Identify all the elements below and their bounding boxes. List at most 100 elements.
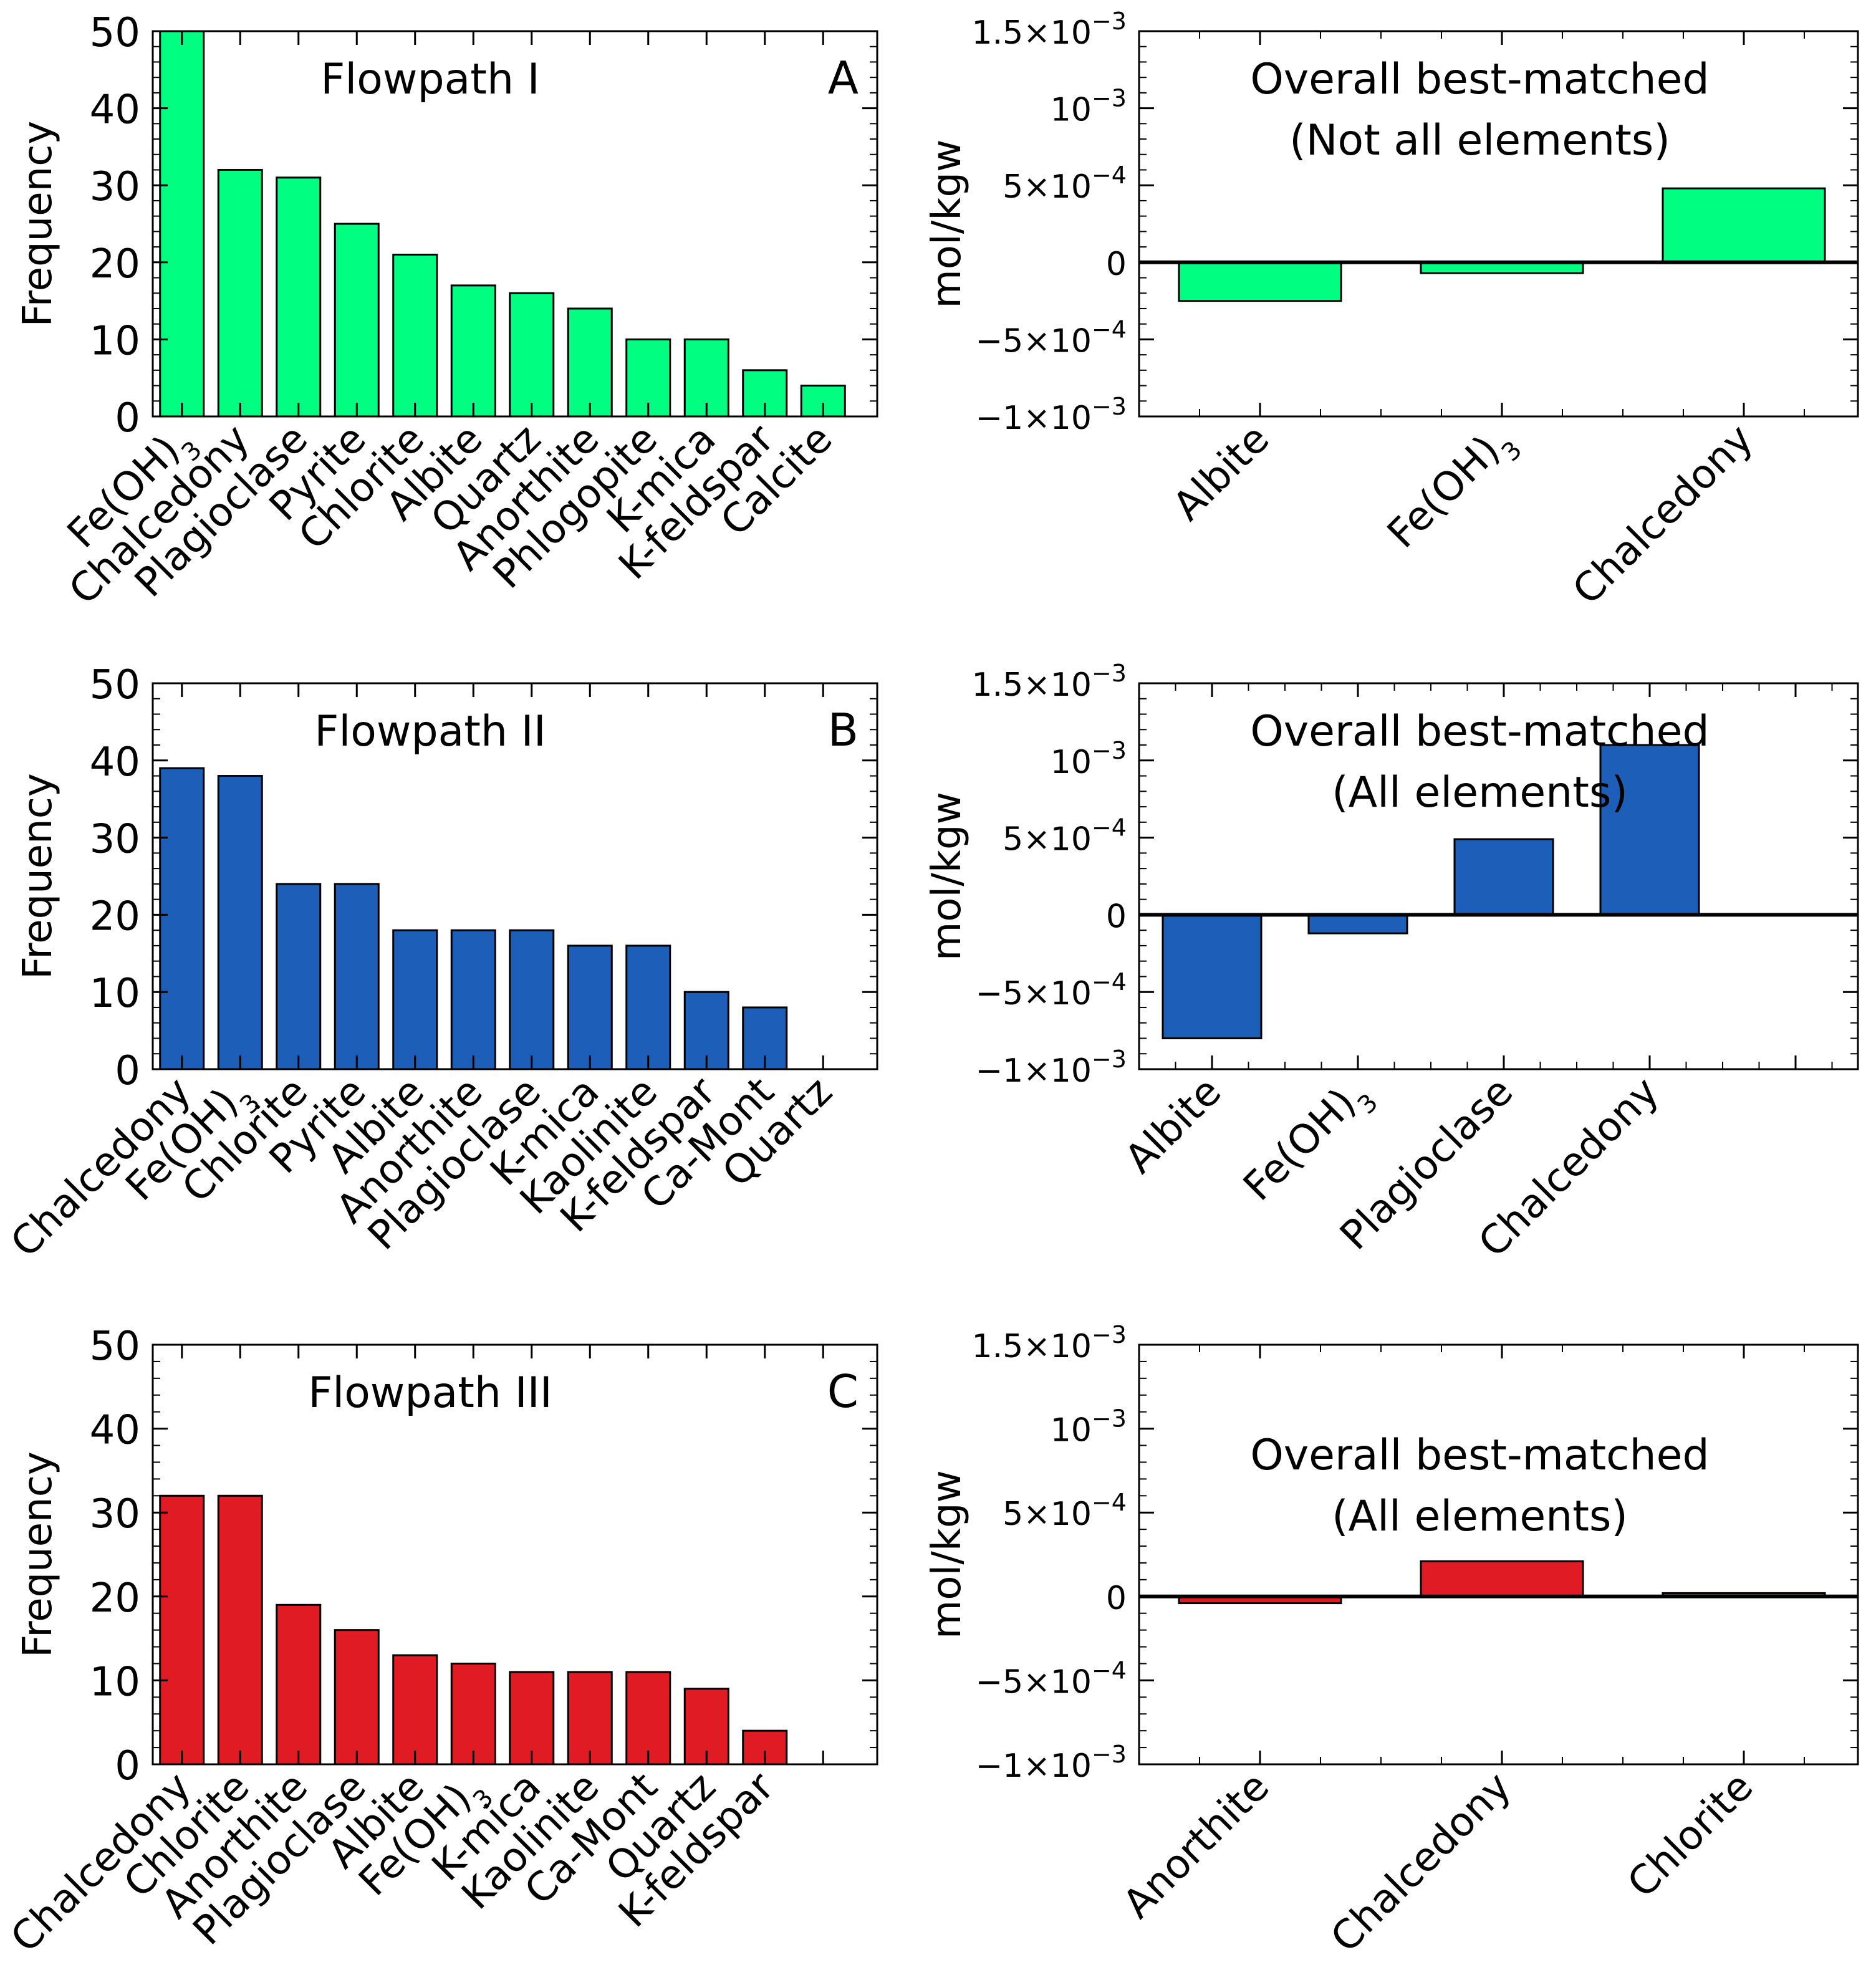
y-tick-label: 0 — [1106, 1580, 1127, 1617]
plot-frame — [1138, 30, 1859, 418]
bar-Kaolinite — [567, 1671, 613, 1766]
bar-Pyrite — [334, 883, 380, 1070]
bar-Fe(OH)3 — [1307, 913, 1408, 935]
y-tick-label: 0 — [1106, 246, 1127, 283]
bar-Chlorite — [217, 1494, 263, 1766]
bar-Chalcedony — [217, 168, 263, 418]
plot-frame — [152, 30, 878, 418]
bar-Chalcedony — [159, 1494, 205, 1766]
y-tick-label: 0 — [115, 1048, 140, 1094]
y-tick-label: 5×10−4 — [1003, 1489, 1127, 1533]
bar-Albite — [450, 284, 496, 418]
bar-Fe(OH)3 — [159, 30, 205, 418]
bar-Anorthite — [567, 307, 613, 418]
y-tick-label: −1×10−3 — [976, 1741, 1127, 1785]
chart-title: Flowpath I — [320, 55, 540, 104]
bar-Albite — [392, 1654, 438, 1766]
bar-K-mica — [509, 1671, 555, 1766]
bar-Chalcedony — [1662, 187, 1826, 264]
chart-panel-A: 01020304050FrequencyFe(OH)3ChalcedonyPla… — [15, 10, 878, 614]
bar-Albite — [392, 929, 438, 1070]
y-tick-label: 40 — [90, 739, 140, 786]
y-tick-label: −1×10−3 — [976, 1045, 1127, 1090]
y-tick-label: −1×10−3 — [976, 393, 1127, 437]
bar-Chlorite — [276, 883, 322, 1070]
y-tick-label: 20 — [90, 893, 140, 940]
plot-frame — [152, 682, 878, 1070]
y-tick-label: 0 — [115, 1743, 140, 1789]
x-tick-label: Fe(OH)3 — [1379, 416, 1528, 565]
y-tick-label: 10−3 — [1051, 85, 1127, 129]
bar-Quartz — [509, 292, 555, 418]
bar-Fe(OH)3 — [217, 775, 263, 1070]
y-tick-label: 1.5×10−3 — [972, 1321, 1127, 1365]
x-tick-label: Fe(OH)3 — [1235, 1069, 1384, 1218]
y-axis-label: mol/kgw — [924, 140, 970, 309]
panel-letter: C — [827, 1365, 859, 1418]
y-tick-label: 5×10−4 — [1003, 161, 1127, 206]
y-tick-label: 40 — [90, 1408, 140, 1454]
y-axis-label: Frequency — [15, 773, 61, 979]
y-tick-label: −5×10−4 — [976, 1657, 1127, 1701]
chart-panel-B-right: −1×10−3 −5×10−4 0 5×10−4 10−3 1.5×10−3 mol/kgw… — [924, 660, 1859, 1267]
bar-Pyrite — [334, 223, 380, 418]
chart-title: Flowpath III — [308, 1368, 552, 1418]
x-tick-label: Chlorite — [1619, 1764, 1763, 1907]
bar-Ca-Mont — [625, 1671, 671, 1766]
plot-frame — [1138, 682, 1859, 1070]
chart-title: (All elements) — [1332, 1492, 1628, 1541]
plot-frame — [1138, 1343, 1859, 1766]
y-tick-label: 50 — [90, 10, 140, 56]
y-tick-label: 10−3 — [1051, 1405, 1127, 1449]
y-tick-label: 30 — [90, 164, 140, 210]
y-tick-label: 50 — [90, 1324, 140, 1370]
x-tick-label: Albite — [1165, 416, 1279, 530]
y-tick-label: 50 — [90, 662, 140, 708]
chart-title: Overall best-matched — [1250, 707, 1709, 756]
chart-title: (Not all elements) — [1289, 116, 1670, 165]
x-tick-label: Chalcedony — [1322, 1764, 1521, 1962]
chart-panel-C-right: −1×10−3 −5×10−4 0 5×10−4 10−3 1.5×10−3 mol/kgw… — [924, 1321, 1859, 1962]
y-tick-label: 20 — [90, 1575, 140, 1622]
bar-Albite — [1162, 913, 1263, 1039]
y-tick-label: 30 — [90, 1491, 140, 1537]
y-tick-label: 10 — [90, 318, 140, 364]
bar-Anorthite — [276, 1603, 322, 1766]
bar-Chlorite — [392, 253, 438, 418]
bar-Chalcedony — [159, 767, 205, 1070]
y-tick-label: 40 — [90, 87, 140, 133]
x-tick-label: Chalcedony — [1564, 416, 1763, 614]
bar-Chalcedony — [1599, 744, 1700, 916]
y-tick-label: 10 — [90, 1659, 140, 1705]
bar-Chalcedony — [1420, 1560, 1584, 1598]
y-tick-label: 10−3 — [1051, 737, 1127, 781]
y-tick-label: 10 — [90, 971, 140, 1017]
y-axis-label: mol/kgw — [924, 1470, 970, 1639]
y-tick-label: 5×10−4 — [1003, 814, 1127, 858]
chart-panel-B: 01020304050FrequencyChalcedonyFe(OH)3Chl… — [2, 662, 878, 1267]
bar-Plagioclase — [276, 176, 322, 418]
bar-Plagioclase — [1453, 838, 1554, 916]
bar-Fe(OH)3 — [450, 1662, 496, 1766]
y-tick-label: −5×10−4 — [976, 316, 1127, 360]
chart-panel-C: 01020304050FrequencyChalcedonyChloriteAn… — [2, 1324, 878, 1962]
chart-title: Overall best-matched — [1250, 1431, 1709, 1480]
bar-Albite — [1178, 261, 1342, 302]
y-axis-label: Frequency — [15, 1451, 61, 1658]
chart-panel-A-right: −1×10−3 −5×10−4 0 5×10−4 10−3 1.5×10−3 mol/kgw… — [924, 7, 1859, 614]
y-tick-label: 20 — [90, 241, 140, 287]
panel-letter: B — [828, 704, 859, 756]
bar-Plagioclase — [509, 929, 555, 1070]
chart-title: (All elements) — [1332, 768, 1628, 817]
x-tick-label: Anorthite — [1114, 1764, 1278, 1928]
plot-frame — [152, 1343, 878, 1766]
y-tick-label: 30 — [90, 817, 140, 863]
y-axis-label: mol/kgw — [924, 792, 970, 961]
chart-title: Overall best-matched — [1250, 55, 1709, 104]
bar-Plagioclase — [334, 1629, 380, 1766]
y-tick-label: 0 — [1106, 898, 1127, 935]
bar-Anorthite — [450, 929, 496, 1070]
panel-letter: A — [828, 52, 859, 104]
chart-title: Flowpath II — [314, 707, 546, 756]
y-tick-label: −5×10−4 — [976, 968, 1127, 1012]
